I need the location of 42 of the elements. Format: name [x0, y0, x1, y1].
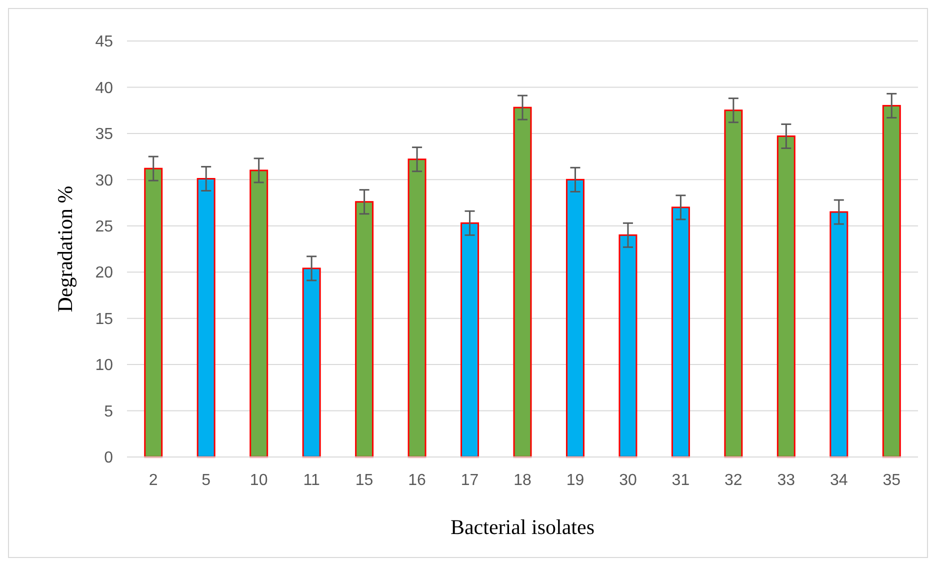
y-axis-title: Degradation %	[53, 186, 77, 312]
bar	[618, 234, 638, 458]
x-tick-label: 10	[250, 472, 268, 489]
bar	[196, 178, 216, 458]
x-tick-label: 19	[566, 472, 584, 489]
x-tick-label: 35	[882, 472, 901, 489]
bar	[882, 104, 901, 458]
x-tick-label: 30	[619, 472, 637, 489]
x-tick-label: 34	[830, 472, 848, 489]
y-tick-label: 15	[95, 310, 114, 328]
bar	[566, 178, 584, 458]
x-tick-label: 31	[672, 472, 690, 489]
x-tick-label: 17	[460, 472, 479, 489]
x-tick-label: 5	[202, 472, 211, 489]
y-tick-label: 40	[95, 80, 114, 97]
x-tick-label: 33	[777, 472, 796, 489]
bar	[408, 158, 426, 458]
x-tick-label: 18	[514, 472, 532, 489]
y-tick-label: 10	[95, 357, 114, 374]
bar	[302, 268, 321, 458]
bar	[830, 211, 848, 458]
bar	[355, 201, 374, 458]
x-tick-label: 32	[724, 472, 742, 489]
x-tick-label: 11	[303, 472, 320, 489]
y-tick-label: 30	[95, 172, 114, 190]
y-tick-label: 45	[95, 34, 114, 51]
bar	[724, 110, 743, 458]
bar	[250, 170, 268, 458]
bar	[513, 106, 532, 458]
bar	[671, 206, 690, 458]
y-tick-label: 20	[95, 264, 114, 282]
y-tick-label: 25	[95, 218, 114, 236]
x-tick-label: 16	[408, 472, 426, 489]
x-tick-label: 2	[148, 472, 158, 489]
bar	[460, 222, 480, 458]
bar	[144, 168, 163, 458]
x-tick-label: 15	[355, 472, 374, 489]
y-tick-label: 5	[104, 403, 114, 420]
y-tick-label: 35	[95, 126, 114, 144]
y-tick-label: 0	[104, 450, 114, 467]
bar	[776, 135, 796, 458]
x-axis-title: Bacterial isolates	[450, 515, 595, 539]
